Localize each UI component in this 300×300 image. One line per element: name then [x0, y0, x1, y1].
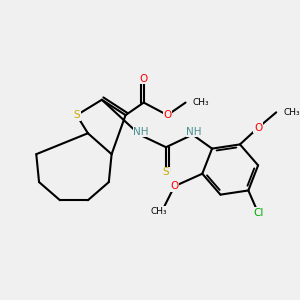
Text: CH₃: CH₃ — [193, 98, 209, 107]
Text: CH₃: CH₃ — [283, 108, 300, 117]
Text: NH: NH — [186, 127, 202, 137]
Text: O: O — [140, 74, 148, 84]
Text: S: S — [74, 110, 80, 120]
Text: S: S — [163, 167, 169, 177]
Text: O: O — [170, 181, 178, 191]
Text: O: O — [254, 123, 262, 133]
Text: NH: NH — [133, 127, 149, 137]
Text: Cl: Cl — [253, 208, 263, 218]
Text: CH₃: CH₃ — [151, 207, 167, 216]
Text: O: O — [163, 110, 172, 120]
